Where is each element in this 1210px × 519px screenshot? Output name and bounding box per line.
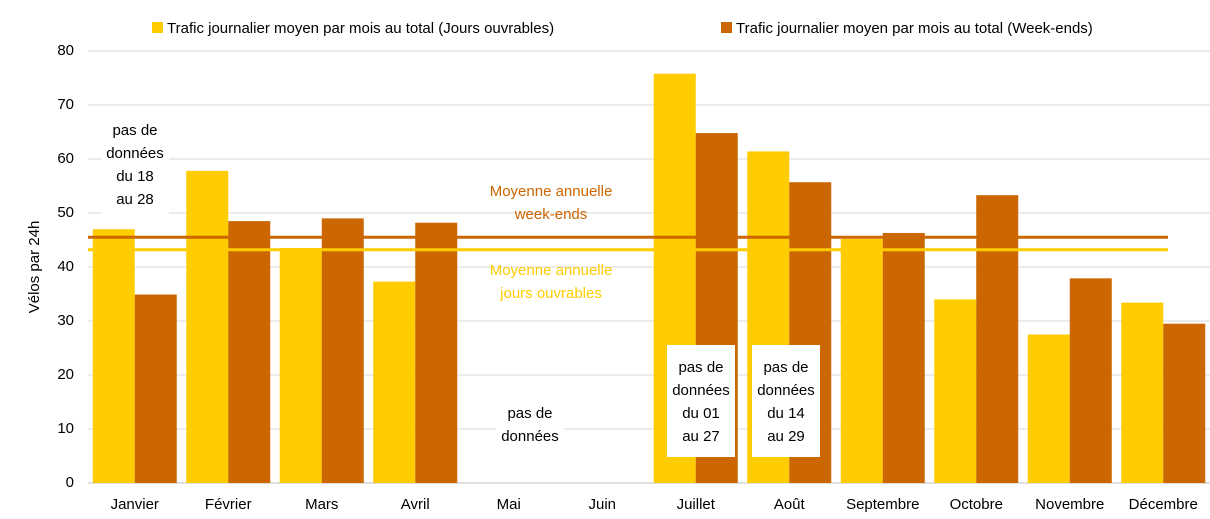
y-tick-label: 80 (57, 42, 74, 59)
annotation-text: données (757, 382, 815, 399)
legend-swatch (721, 22, 732, 33)
annotation-text: pas de (678, 359, 723, 376)
x-tick-label: Juin (588, 496, 616, 513)
annotation-background (496, 393, 564, 457)
y-tick-label: 40 (57, 258, 74, 275)
bar (186, 170, 229, 483)
y-tick-label: 20 (57, 366, 74, 383)
bar (976, 195, 1019, 483)
annotation-text: au 29 (767, 428, 805, 445)
x-tick-label: Septembre (846, 496, 919, 513)
annotation-text: données (106, 145, 164, 162)
bar (415, 222, 458, 483)
legend-label: Trafic journalier moyen par mois au tota… (167, 20, 554, 37)
annotation-text: pas de (763, 359, 808, 376)
x-tick-label: Mai (497, 496, 521, 513)
annotation-text: du 18 (116, 168, 154, 185)
bar (934, 299, 977, 483)
bar (1121, 302, 1164, 483)
bar (134, 294, 177, 483)
bar (1163, 323, 1206, 483)
annotation-text: au 27 (682, 428, 720, 445)
bar (882, 232, 925, 483)
x-tick-label: Août (774, 496, 806, 513)
x-tick-label: Juillet (677, 496, 716, 513)
y-tick-label: 30 (57, 312, 74, 329)
y-tick-label: 0 (66, 474, 74, 491)
annotation-box (752, 345, 820, 457)
annotation-text: au 28 (116, 191, 154, 208)
x-tick-label: Mars (305, 496, 338, 513)
bar (92, 229, 135, 483)
x-tick-label: Janvier (111, 496, 159, 513)
bar (279, 248, 322, 483)
annotation-background (101, 110, 169, 220)
y-tick-label: 60 (57, 150, 74, 167)
average-label: jours ouvrables (499, 285, 602, 302)
x-tick-label: Avril (401, 496, 430, 513)
x-tick-label: Février (205, 496, 252, 513)
average-label: Moyenne annuelle (490, 262, 613, 279)
y-tick-label: 10 (57, 420, 74, 437)
x-tick-label: Octobre (950, 496, 1003, 513)
bar (228, 221, 271, 483)
annotation-box (667, 345, 735, 457)
bar (1027, 334, 1070, 483)
annotation-text: du 14 (767, 405, 805, 422)
bar (1069, 278, 1112, 483)
legend-swatch (152, 22, 163, 33)
x-tick-label: Décembre (1129, 496, 1198, 513)
annotation-text: pas de (112, 122, 157, 139)
bar (373, 281, 416, 483)
bar (321, 218, 364, 483)
annotation-text: pas de (507, 405, 552, 422)
annotation-text: données (672, 382, 730, 399)
average-label: week-ends (514, 206, 588, 223)
legend-label: Trafic journalier moyen par mois au tota… (736, 20, 1093, 37)
annotation-text: données (501, 428, 559, 445)
y-tick-label: 70 (57, 96, 74, 113)
y-axis-label: Vélos par 24h (26, 221, 43, 314)
average-label: Moyenne annuelle (490, 183, 613, 200)
bar (840, 238, 883, 483)
y-tick-label: 50 (57, 204, 74, 221)
x-tick-label: Novembre (1035, 496, 1104, 513)
annotation-text: du 01 (682, 405, 720, 422)
